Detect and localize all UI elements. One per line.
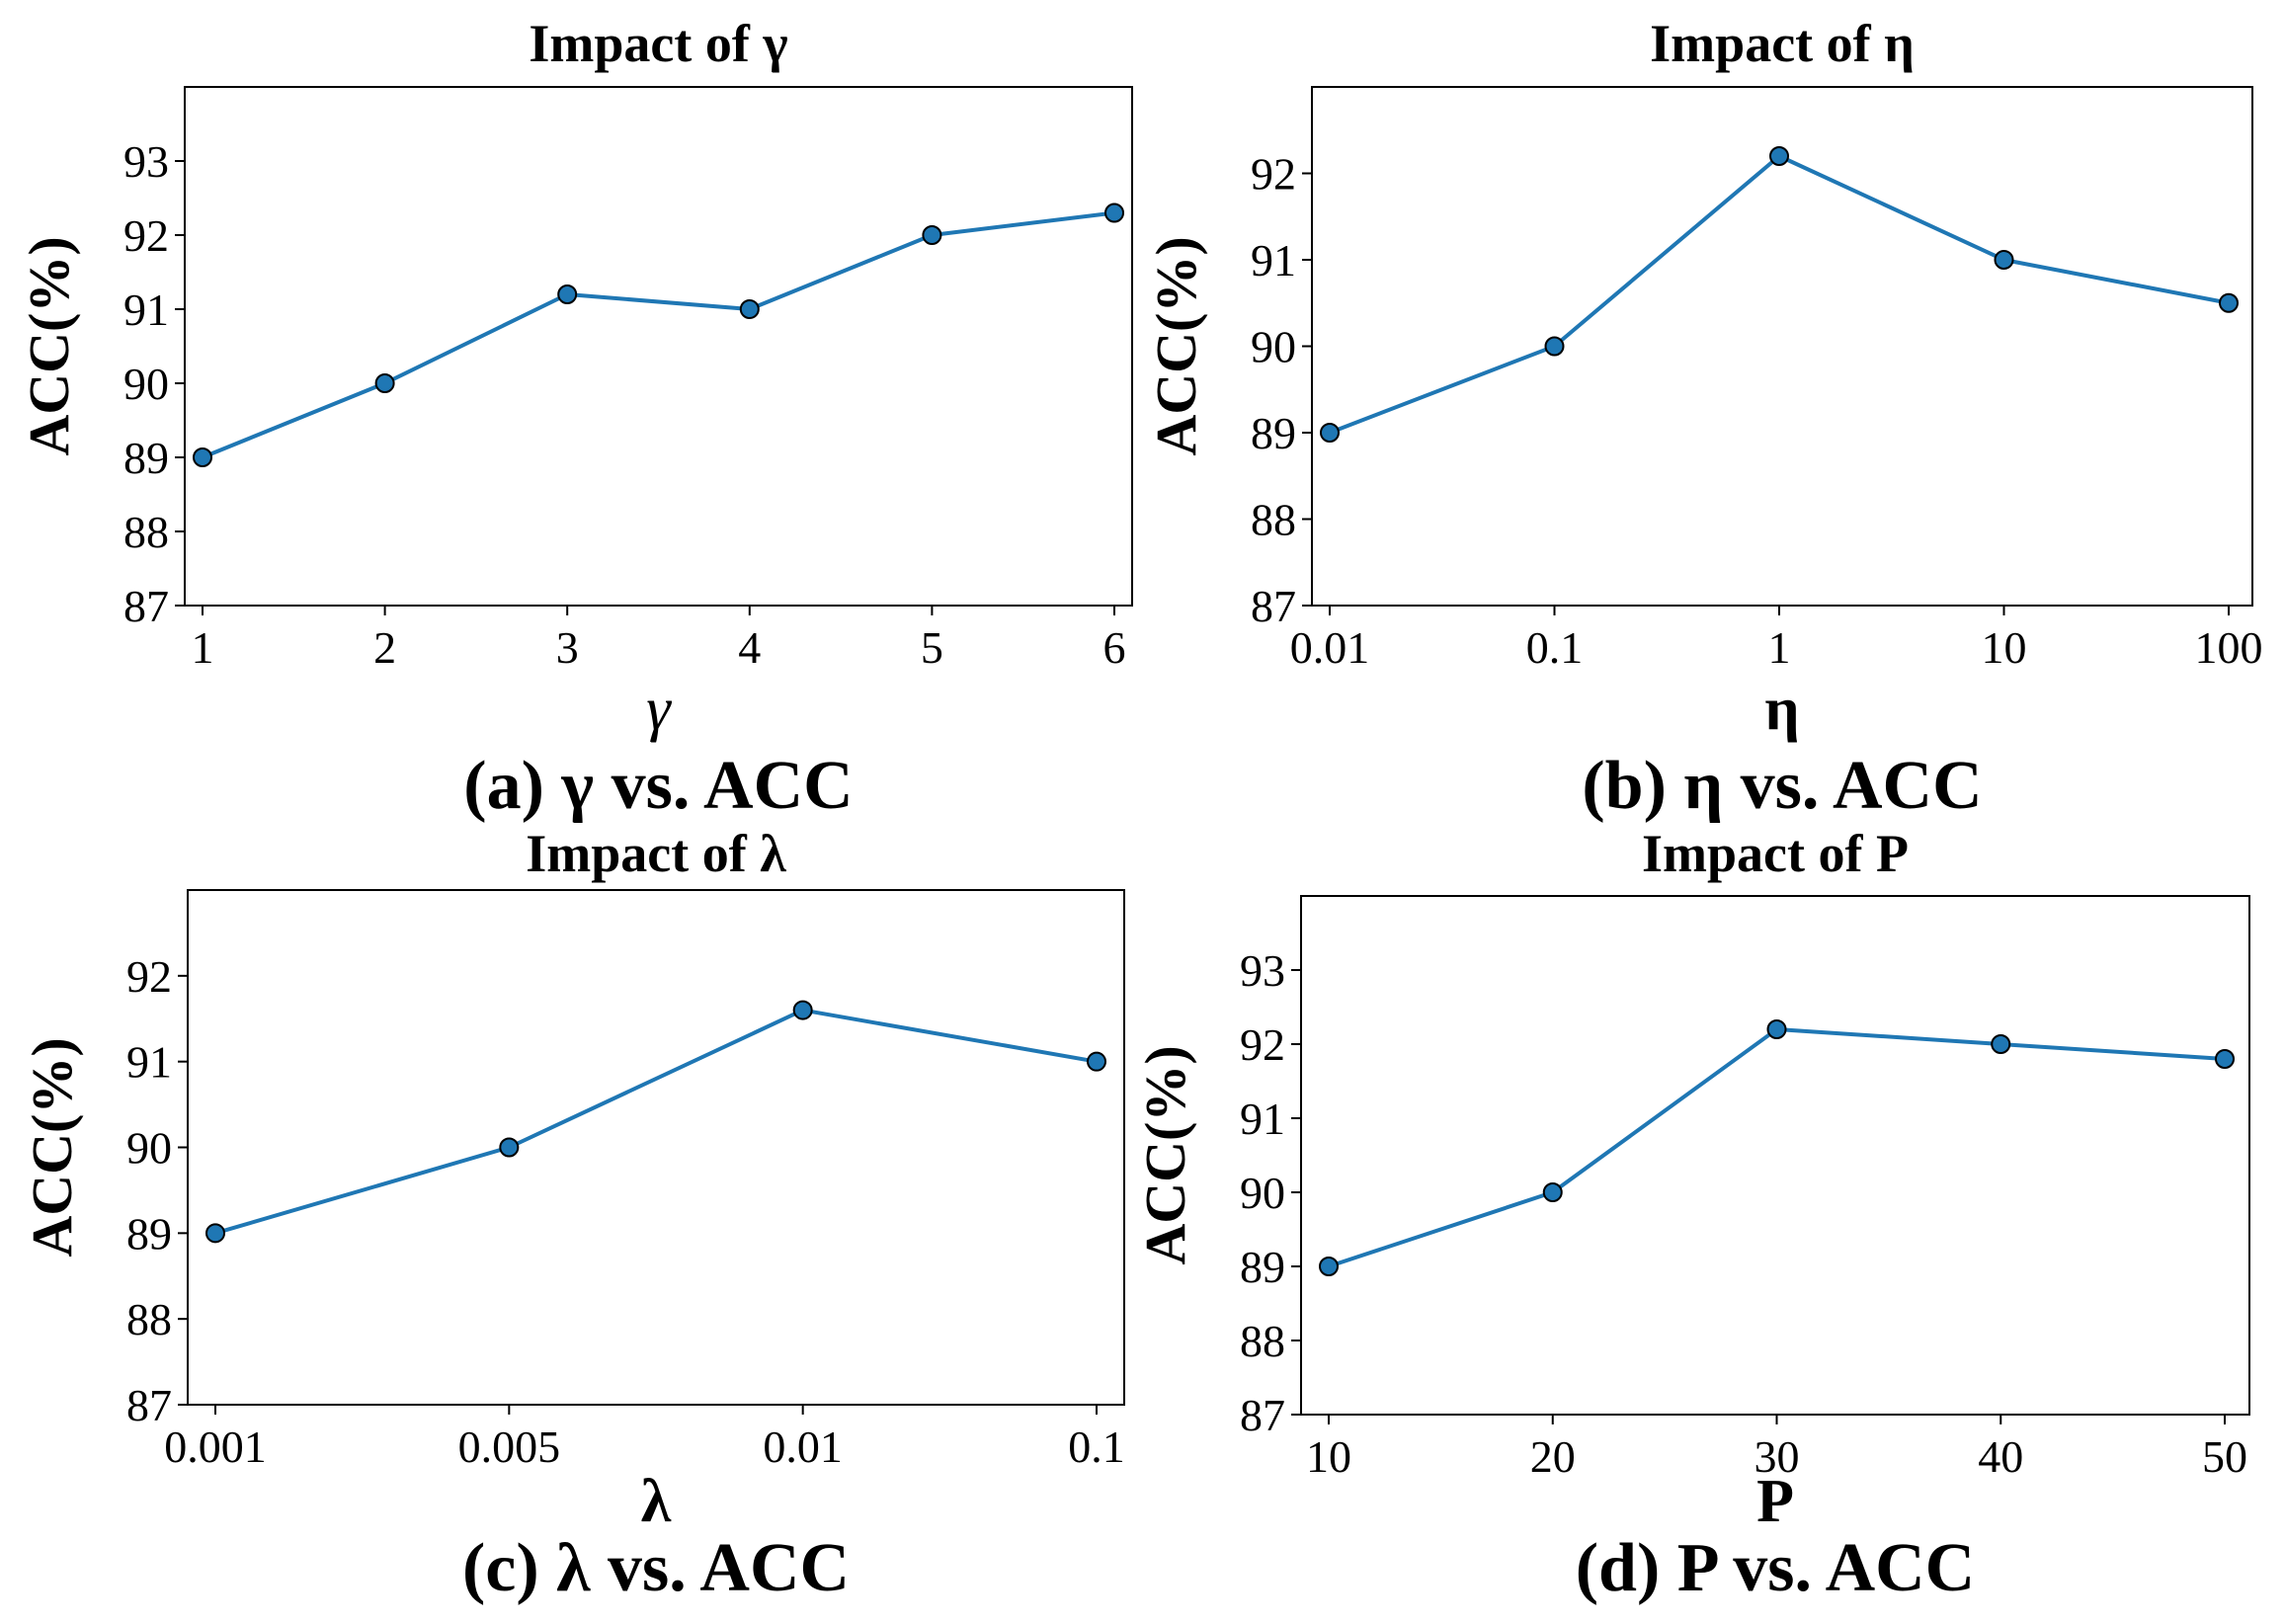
chart-1-series-line xyxy=(1329,154,2230,435)
chart-1-ytick-label: 88 xyxy=(1251,495,1296,545)
chart-0-data-point xyxy=(193,447,212,467)
chart-1-xtick-label: 100 xyxy=(2195,622,2263,673)
chart-3-data-point xyxy=(1319,1257,1339,1276)
chart-0-xtick-label: 6 xyxy=(1103,622,1126,673)
chart-1-caption: (b) η vs. ACC xyxy=(1582,748,1982,824)
chart-1-xtick-label: 1 xyxy=(1768,622,1791,673)
chart-0-data-point xyxy=(1104,203,1124,223)
chart-2-ytick-label: 91 xyxy=(126,1037,172,1088)
chart-1-xtick-label: 10 xyxy=(1982,622,2027,673)
chart-0-ylabel: ACC(%) xyxy=(17,236,81,455)
chart-0-ytick-label: 91 xyxy=(123,284,169,335)
chart-1-data-point xyxy=(1544,336,1565,357)
chart-3-caption: (d) P vs. ACC xyxy=(1576,1530,1975,1606)
chart-2-ylabel: ACC(%) xyxy=(20,1037,84,1257)
chart-1-data-point xyxy=(1769,146,1789,166)
chart-3-xlabel: P xyxy=(1756,1468,1794,1535)
chart-0-caption: (a) γ vs. ACC xyxy=(463,748,853,824)
chart-2-xtick-label: 0.005 xyxy=(458,1421,561,1472)
chart-0-data-point xyxy=(374,373,395,393)
chart-0-xlabel: γ xyxy=(646,676,672,743)
chart-2-ytick-label: 90 xyxy=(126,1123,172,1174)
chart-2-ytick-label: 92 xyxy=(126,951,172,1002)
chart-0-ytick-label: 90 xyxy=(123,359,169,409)
chart-2-xtick-label: 0.01 xyxy=(763,1421,843,1472)
chart-1-ytick-label: 87 xyxy=(1251,581,1296,631)
chart-0-xtick-label: 4 xyxy=(738,622,761,673)
chart-3-xtick-label: 30 xyxy=(1755,1431,1800,1482)
chart-3-ytick-label: 91 xyxy=(1240,1094,1285,1144)
chart-3-xtick-label: 20 xyxy=(1530,1431,1576,1482)
chart-2-xlabel: λ xyxy=(641,1468,672,1535)
chart-3-ylabel: ACC(%) xyxy=(1133,1045,1197,1264)
chart-0-data-point xyxy=(739,299,760,319)
chart-1-data-point xyxy=(1994,250,2014,270)
chart-0-data-point xyxy=(557,284,578,304)
chart-1-xlabel: η xyxy=(1764,676,1799,743)
chart-1-ytick-label: 90 xyxy=(1251,322,1296,372)
chart-2-ytick-label: 89 xyxy=(126,1208,172,1259)
chart-1-ytick-label: 92 xyxy=(1251,149,1296,200)
chart-1-data-point xyxy=(2219,292,2239,313)
chart-3-ytick-label: 87 xyxy=(1240,1390,1285,1440)
chart-1-title: Impact of η xyxy=(1650,14,1915,73)
chart-2-xtick-label: 0.1 xyxy=(1068,1421,1125,1472)
chart-3-title: Impact of P xyxy=(1642,824,1909,883)
chart-3-xtick-label: 10 xyxy=(1306,1431,1351,1482)
chart-3-ytick-label: 93 xyxy=(1240,945,1285,996)
chart-1-xtick-label: 0.1 xyxy=(1526,622,1584,673)
chart-1-ytick-label: 91 xyxy=(1251,235,1296,285)
chart-0-ytick-label: 93 xyxy=(123,136,169,187)
chart-0-data-point xyxy=(922,225,942,245)
chart-3-ytick-label: 89 xyxy=(1240,1242,1285,1292)
chart-2-data-point xyxy=(205,1223,225,1244)
chart-1-data-point xyxy=(1320,423,1340,443)
chart-2-plot-frame xyxy=(187,889,1125,1406)
chart-3-data-point xyxy=(2215,1049,2235,1069)
chart-2-data-point xyxy=(499,1137,520,1158)
chart-3-ytick-label: 90 xyxy=(1240,1168,1285,1218)
chart-0-ytick-label: 89 xyxy=(123,433,169,483)
chart-0-xtick-label: 2 xyxy=(373,622,396,673)
chart-2-title: Impact of λ xyxy=(526,824,786,883)
chart-3-data-point xyxy=(1542,1182,1563,1202)
chart-3-data-point xyxy=(1991,1034,2011,1054)
chart-0-xtick-label: 5 xyxy=(921,622,943,673)
chart-2-data-point xyxy=(1087,1051,1106,1072)
chart-0-xtick-label: 1 xyxy=(192,622,214,673)
chart-3-ytick-label: 92 xyxy=(1240,1019,1285,1070)
chart-3-xtick-label: 40 xyxy=(1978,1431,2023,1482)
chart-0-ytick-label: 88 xyxy=(123,507,169,557)
chart-2-xtick-label: 0.001 xyxy=(164,1421,267,1472)
chart-1-ylabel: ACC(%) xyxy=(1144,236,1208,455)
chart-2-series-line xyxy=(214,1008,1098,1236)
chart-1-ytick-label: 89 xyxy=(1251,408,1296,458)
chart-0-plot-frame xyxy=(184,86,1133,607)
chart-0-series-line xyxy=(202,210,1115,459)
chart-3-xtick-label: 50 xyxy=(2202,1431,2247,1482)
chart-3-series-line xyxy=(1328,1027,2226,1268)
chart-2-ytick-label: 88 xyxy=(126,1294,172,1344)
chart-0-title: Impact of γ xyxy=(529,14,787,73)
chart-3-ytick-label: 88 xyxy=(1240,1316,1285,1366)
chart-3-data-point xyxy=(1766,1019,1787,1039)
chart-2-caption: (c) λ vs. ACC xyxy=(462,1530,850,1606)
chart-2-data-point xyxy=(792,1000,813,1020)
chart-3-plot-frame xyxy=(1300,895,2250,1416)
chart-0-ytick-label: 87 xyxy=(123,581,169,631)
chart-0-xtick-label: 3 xyxy=(556,622,579,673)
chart-1-xtick-label: 0.01 xyxy=(1290,622,1370,673)
chart-0-ytick-label: 92 xyxy=(123,210,169,261)
chart-2-ytick-label: 87 xyxy=(126,1380,172,1430)
